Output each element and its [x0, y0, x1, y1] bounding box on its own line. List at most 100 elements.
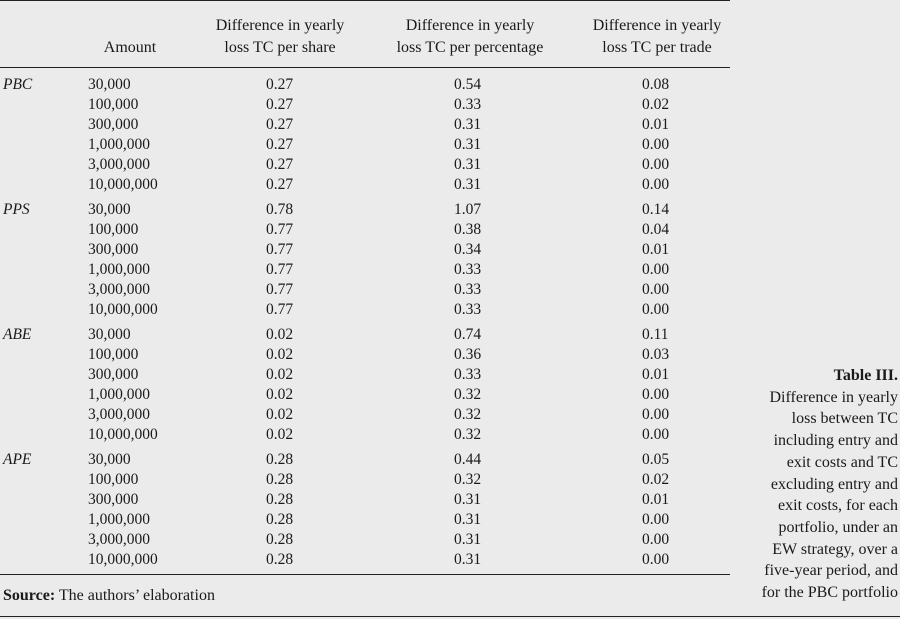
table-row: 10,000,000 0.28 0.31 0.00: [0, 550, 730, 570]
per-share-cell: 0.28: [266, 511, 294, 528]
group-ape: APE 30,000 0.28 0.44 0.05 100,000 0.28 0…: [0, 450, 730, 570]
table-row: 10,000,000 0.27 0.31 0.00: [0, 175, 730, 195]
portfolio-label: PPS: [3, 201, 30, 218]
per-trade-cell: 0.01: [642, 116, 670, 133]
per-share-cell: 0.77: [266, 301, 294, 318]
header-per-trade-line-2: loss TC per trade: [602, 39, 712, 56]
per-share-cell: 0.02: [266, 326, 294, 343]
per-trade-cell: 0.00: [642, 281, 670, 298]
per-share-cell: 0.28: [266, 551, 294, 568]
per-trade-cell: 0.00: [642, 406, 670, 423]
per-share-cell: 0.02: [266, 366, 294, 383]
per-trade-cell: 0.11: [642, 326, 669, 343]
source-text: The authors’ elaboration: [55, 587, 215, 604]
table-row: 3,000,000 0.27 0.31 0.00: [0, 155, 730, 175]
per-share-cell: 0.28: [266, 471, 294, 488]
per-trade-cell: 0.01: [642, 491, 670, 508]
header-per-percentage-line-1: Difference in yearly: [405, 17, 535, 34]
table-row: PPS 30,000 0.78 1.07 0.14: [0, 200, 730, 220]
per-trade-cell: 0.03: [642, 346, 670, 363]
per-share-cell: 0.77: [266, 241, 294, 258]
per-trade-cell: 0.04: [642, 221, 670, 238]
caption-line: loss between TC: [791, 410, 898, 428]
per-percentage-cell: 0.31: [454, 491, 482, 508]
per-percentage-cell: 0.31: [454, 136, 482, 153]
caption-line: exit costs, for each: [778, 497, 898, 515]
per-share-cell: 0.28: [266, 531, 294, 548]
per-trade-cell: 0.00: [642, 136, 670, 153]
per-share-cell: 0.27: [266, 156, 294, 173]
per-percentage-cell: 0.31: [454, 156, 482, 173]
per-share-cell: 0.77: [266, 221, 294, 238]
table-row: ABE 30,000 0.02 0.74 0.11: [0, 325, 730, 345]
per-trade-cell: 0.00: [642, 531, 670, 548]
table-row: 100,000 0.77 0.38 0.04: [0, 220, 730, 240]
per-trade-cell: 0.00: [642, 261, 670, 278]
caption-line: exit costs and TC: [786, 453, 898, 471]
per-trade-cell: 0.14: [642, 201, 670, 218]
amount-cell: 30,000: [88, 201, 131, 218]
amount-cell: 3,000,000: [88, 531, 150, 548]
caption-title: Table III.: [833, 367, 898, 384]
group-abe: ABE 30,000 0.02 0.74 0.11 100,000 0.02 0…: [0, 325, 730, 445]
per-share-cell: 0.27: [266, 176, 294, 193]
caption-line: five-year period, and: [764, 562, 898, 580]
table-row: APE 30,000 0.28 0.44 0.05: [0, 450, 730, 470]
per-percentage-cell: 0.44: [454, 451, 482, 468]
portfolio-label: PBC: [3, 76, 33, 93]
per-share-cell: 0.77: [266, 261, 294, 278]
top-rule: [0, 0, 730, 1]
table-row: 10,000,000 0.02 0.32 0.00: [0, 425, 730, 445]
per-percentage-cell: 0.31: [454, 511, 482, 528]
amount-cell: 1,000,000: [88, 261, 150, 278]
amount-cell: 100,000: [88, 96, 139, 113]
per-share-cell: 0.02: [266, 406, 294, 423]
amount-cell: 30,000: [88, 76, 131, 93]
per-trade-cell: 0.02: [642, 471, 670, 488]
table-row: 3,000,000 0.77 0.33 0.00: [0, 280, 730, 300]
group-pbc: PBC 30,000 0.27 0.54 0.08 100,000 0.27 0…: [0, 75, 730, 195]
per-percentage-cell: 0.33: [454, 96, 482, 113]
per-trade-cell: 0.02: [642, 96, 670, 113]
amount-cell: 10,000,000: [88, 176, 158, 193]
per-trade-cell: 0.00: [642, 511, 670, 528]
table-caption: Table III. Difference in yearly loss bet…: [738, 365, 898, 604]
table-row: 3,000,000 0.28 0.31 0.00: [0, 530, 730, 550]
amount-cell: 3,000,000: [88, 406, 150, 423]
portfolio-label: APE: [3, 451, 32, 468]
amount-cell: 100,000: [88, 221, 139, 238]
amount-cell: 1,000,000: [88, 136, 150, 153]
header-per-percentage-line-2: loss TC per percentage: [396, 39, 544, 56]
header-per-trade-line-1: Difference in yearly: [592, 17, 722, 34]
per-share-cell: 0.77: [266, 281, 294, 298]
table-row: 100,000 0.28 0.32 0.02: [0, 470, 730, 490]
per-trade-cell: 0.00: [642, 386, 670, 403]
page-bottom-rule: [0, 616, 900, 617]
per-percentage-cell: 1.07: [454, 201, 482, 218]
per-trade-cell: 0.05: [642, 451, 670, 468]
amount-cell: 10,000,000: [88, 551, 158, 568]
group-pps: PPS 30,000 0.78 1.07 0.14 100,000 0.77 0…: [0, 200, 730, 320]
per-share-cell: 0.02: [266, 386, 294, 403]
per-share-cell: 0.78: [266, 201, 294, 218]
caption-line: including entry and: [773, 432, 898, 450]
table-row: 100,000 0.27 0.33 0.02: [0, 95, 730, 115]
per-share-cell: 0.02: [266, 426, 294, 443]
amount-cell: 1,000,000: [88, 386, 150, 403]
header-amount-label: Amount: [103, 39, 157, 56]
table-row: 1,000,000 0.27 0.31 0.00: [0, 135, 730, 155]
per-percentage-cell: 0.54: [454, 76, 482, 93]
header-per-trade: Difference in yearly loss TC per trade: [582, 15, 732, 59]
per-percentage-cell: 0.32: [454, 386, 482, 403]
per-share-cell: 0.27: [266, 76, 294, 93]
table-row: 300,000 0.02 0.33 0.01: [0, 365, 730, 385]
table-row: 10,000,000 0.77 0.33 0.00: [0, 300, 730, 320]
header-per-share-line-2: loss TC per share: [224, 39, 336, 56]
per-percentage-cell: 0.33: [454, 261, 482, 278]
header-per-percentage: Difference in yearly loss TC per percent…: [370, 15, 570, 59]
amount-cell: 1,000,000: [88, 511, 150, 528]
table-row: 100,000 0.02 0.36 0.03: [0, 345, 730, 365]
amount-cell: 100,000: [88, 471, 139, 488]
table-bottom-rule: [0, 574, 730, 575]
per-trade-cell: 0.00: [642, 176, 670, 193]
